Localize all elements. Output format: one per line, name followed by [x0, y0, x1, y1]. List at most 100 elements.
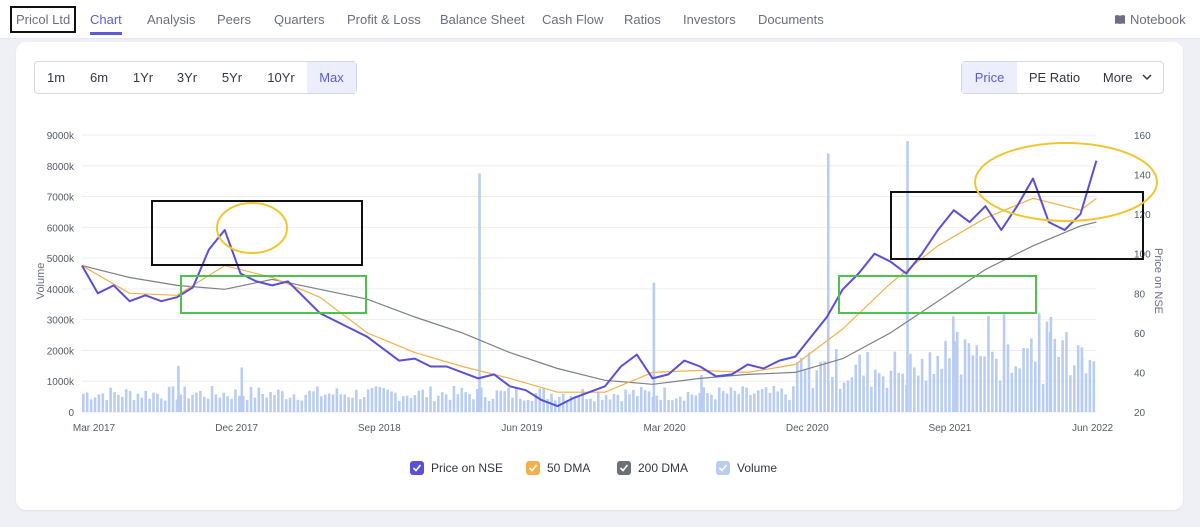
- tab-chart[interactable]: Chart: [90, 12, 122, 27]
- volume-bar: [113, 392, 116, 412]
- period-6m-button[interactable]: 6m: [89, 70, 109, 85]
- volume-bar: [991, 351, 994, 412]
- volume-bar: [218, 397, 222, 412]
- tab-investors[interactable]: Investors: [683, 12, 736, 27]
- volume-bar: [163, 400, 167, 412]
- tab-ratios[interactable]: Ratios: [624, 12, 661, 27]
- tab-quarters[interactable]: Quarters: [274, 12, 325, 27]
- volume-bar: [331, 394, 335, 412]
- volume-bar: [944, 340, 947, 412]
- volume-bar: [593, 401, 596, 412]
- tab-analysis[interactable]: Analysis: [147, 12, 196, 27]
- volume-bar: [105, 400, 109, 412]
- y-left-tick-label: 1000k: [47, 377, 75, 388]
- volume-bar: [452, 385, 456, 412]
- volume-bar: [437, 395, 440, 412]
- volume-bar: [304, 394, 307, 412]
- volume-bar: [82, 393, 85, 412]
- volume-bar: [238, 395, 241, 412]
- volume-spike: [1080, 347, 1084, 412]
- notebook-link[interactable]: Notebook: [1114, 12, 1186, 27]
- active-tab-indicator: [90, 32, 122, 35]
- volume-bar: [924, 380, 928, 412]
- breakout-circle-2022: [974, 142, 1158, 222]
- metric-selector: Price PE Ratio More: [961, 61, 1164, 94]
- volume-bar: [257, 387, 261, 412]
- tab-documents[interactable]: Documents: [758, 12, 824, 27]
- y-left-tick-label: 2000k: [47, 346, 75, 357]
- volume-bar: [460, 387, 464, 412]
- volume-bar: [179, 394, 183, 412]
- pe-ratio-button[interactable]: PE Ratio: [1028, 70, 1081, 85]
- volume-bar: [784, 394, 787, 412]
- period-1yr-button[interactable]: 1Yr: [132, 70, 154, 85]
- volume-bar: [491, 398, 495, 412]
- volume-bar: [1053, 338, 1057, 412]
- volume-bar: [971, 355, 975, 412]
- volume-bar: [241, 395, 245, 412]
- volume-bar: [600, 399, 604, 412]
- volume-bar: [199, 390, 202, 412]
- volume-bar: [675, 398, 678, 412]
- volume-bar: [249, 386, 253, 412]
- volume-bar: [1041, 384, 1045, 412]
- volume-bar: [994, 358, 998, 412]
- volume-bar: [222, 392, 226, 412]
- volume-spike: [240, 367, 244, 412]
- y-left-tick-label: 0: [68, 408, 74, 419]
- volume-bar: [234, 389, 237, 412]
- price-button[interactable]: Price: [962, 62, 1017, 93]
- volume-bar: [920, 358, 924, 412]
- volume-bar: [803, 368, 807, 412]
- tab-balance-sheet[interactable]: Balance Sheet: [440, 12, 525, 27]
- volume-bar: [846, 380, 850, 412]
- tab-cash-flow[interactable]: Cash Flow: [542, 12, 604, 27]
- resistance-box-2017: [151, 200, 363, 266]
- y-right-tick-label: 80: [1134, 289, 1146, 300]
- volume-bar: [948, 358, 951, 412]
- more-button[interactable]: More: [1092, 62, 1163, 93]
- volume-bar: [195, 392, 198, 412]
- volume-bar: [741, 386, 744, 412]
- volume-bar: [967, 343, 971, 412]
- volume-bar: [518, 398, 522, 412]
- period-10yr-button[interactable]: 10Yr: [267, 70, 295, 85]
- company-name-link[interactable]: Pricol Ltd: [10, 6, 77, 33]
- volume-bar: [733, 390, 737, 412]
- tab-profit-loss[interactable]: Profit & Loss: [347, 12, 421, 27]
- volume-bar: [1057, 356, 1060, 412]
- period-max-button[interactable]: Max: [307, 62, 356, 93]
- volume-bar: [394, 392, 397, 412]
- price-line: [81, 160, 1098, 408]
- y-right-tick-label: 40: [1134, 368, 1146, 379]
- y-left-tick-label: 4000k: [47, 285, 75, 296]
- period-1m-button[interactable]: 1m: [46, 70, 66, 85]
- volume-bar: [1037, 313, 1041, 412]
- volume-bar: [101, 393, 105, 412]
- x-tick-label: Sep 2018: [358, 423, 401, 434]
- volume-bar: [425, 397, 428, 412]
- volume-bar: [140, 397, 144, 412]
- period-5yr-button[interactable]: 5Yr: [221, 70, 243, 85]
- volume-bar: [144, 390, 148, 412]
- volume-bar: [663, 387, 666, 412]
- volume-spike: [478, 173, 481, 412]
- volume-bar: [838, 388, 842, 412]
- volume-bar: [597, 391, 600, 412]
- tab-peers[interactable]: Peers: [217, 12, 251, 27]
- chart-legend: Price on NSE 50 DMA 200 DMA Volume: [0, 458, 1200, 478]
- legend-50dma-label: 50 DMA: [547, 461, 591, 475]
- x-tick-label: Dec 2020: [786, 423, 829, 434]
- more-label: More: [1102, 70, 1133, 85]
- x-tick-label: Jun 2019: [501, 423, 543, 434]
- period-selector: 1m 6m 1Yr 3Yr 5Yr 10Yr Max: [34, 61, 357, 94]
- volume-bar: [1033, 361, 1037, 412]
- volume-bar: [1006, 344, 1010, 412]
- top-navigation: Pricol Ltd Chart Analysis Peers Quarters…: [0, 0, 1200, 39]
- period-3yr-button[interactable]: 3Yr: [176, 70, 198, 85]
- volume-bar: [963, 339, 967, 412]
- volume-bar: [955, 332, 959, 412]
- resistance-box-2021: [890, 191, 1144, 260]
- volume-bar: [378, 386, 382, 412]
- volume-bar: [1026, 348, 1029, 412]
